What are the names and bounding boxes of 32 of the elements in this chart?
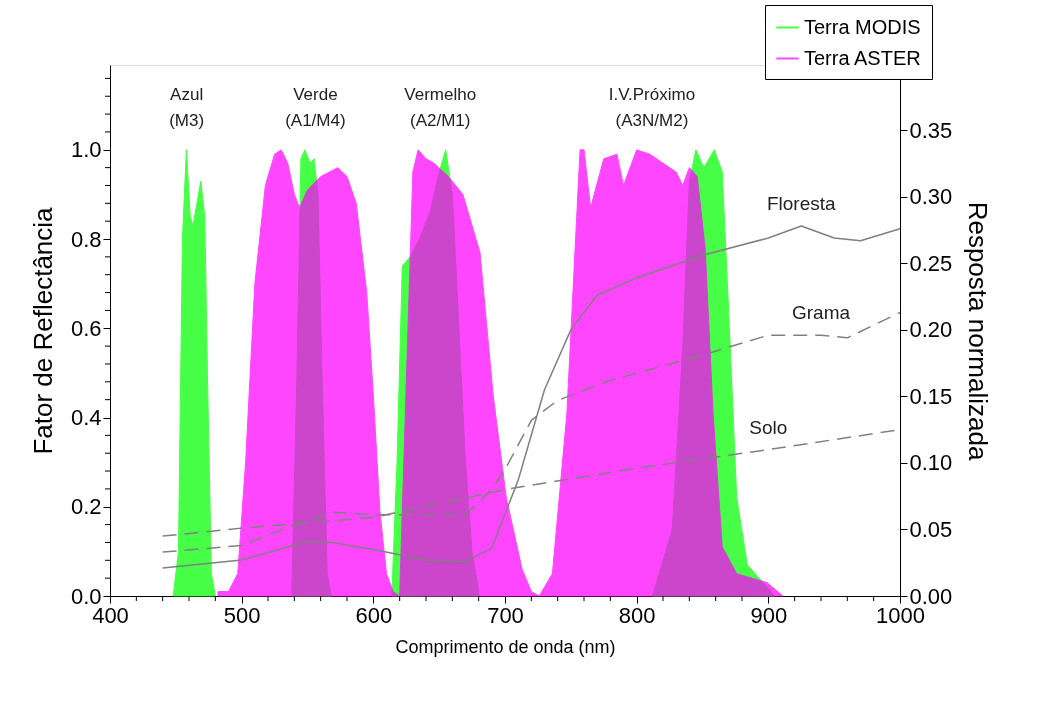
y2-tick-label: 0.00	[909, 583, 953, 609]
y-tick-label: 0.4	[70, 405, 102, 431]
y2-tick-label: 0.25	[909, 250, 953, 276]
y2-tick-label: 0.05	[909, 516, 953, 542]
y2-tick-label: 0.10	[909, 450, 953, 476]
annotation: Vermelho (A2/M1)	[404, 85, 477, 130]
x-tick-label: 500	[223, 602, 261, 628]
y2-tick-label: 0.15	[909, 383, 953, 409]
y-tick-label: 0.2	[70, 494, 102, 520]
y2-tick-label: 0.20	[909, 317, 953, 343]
x-tick-label: 600	[355, 602, 393, 628]
x-tick-label: 700	[487, 602, 524, 628]
x-tick-label: 900	[750, 602, 788, 628]
y2-tick-label: 0.30	[909, 184, 953, 210]
y-tick-label: 0.6	[70, 315, 102, 341]
y-axis-title: Fator de Reflectância	[27, 206, 58, 455]
series-label: Grama	[791, 302, 851, 324]
legend-label: Terra MODIS	[804, 15, 921, 38]
annotation: Verde (A1/M4)	[285, 85, 346, 130]
line-series	[161, 225, 901, 569]
y-tick-label: 0.0	[70, 583, 102, 609]
y-tick-label: 0.8	[70, 226, 102, 252]
x-tick-label: 800	[618, 602, 656, 628]
series-label: Solo	[749, 416, 788, 438]
annotation: Azul (M3)	[169, 85, 205, 130]
x-axis-title: Comprimento de onda (nm)	[395, 636, 616, 657]
y2-tick-label: 0.35	[909, 117, 953, 143]
annotation: I.V.Próximo (A3N/M2)	[608, 85, 696, 130]
y2-axis-title: Resposta normalizada	[963, 201, 994, 461]
series-label: Floresta	[766, 193, 836, 215]
legend-label: Terra ASTER	[804, 46, 921, 69]
y-tick-label: 1.0	[70, 137, 102, 163]
